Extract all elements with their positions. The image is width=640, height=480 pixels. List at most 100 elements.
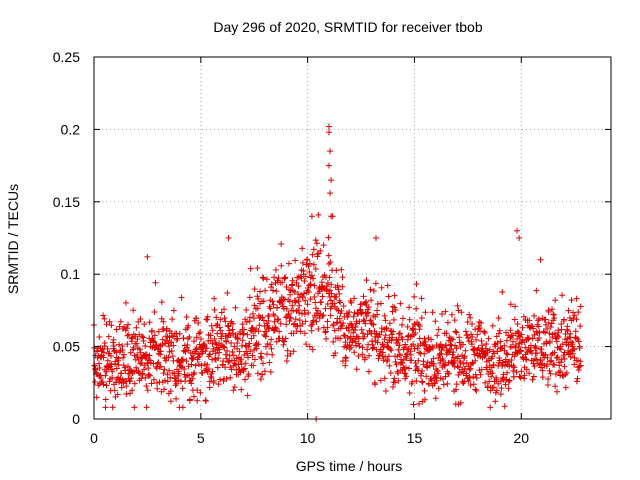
data-point	[489, 353, 496, 360]
data-point	[307, 296, 314, 303]
data-point	[113, 349, 120, 356]
data-point	[390, 328, 397, 335]
data-point	[419, 367, 426, 374]
data-point	[140, 338, 147, 345]
data-point	[572, 328, 579, 335]
data-point	[462, 347, 469, 354]
data-point	[179, 356, 186, 363]
data-point	[488, 373, 495, 380]
data-point	[97, 374, 104, 381]
data-point	[115, 355, 122, 362]
tick-labels: 0 5 10 15 20 0 0.05 0.1 0.15 0.2 0.25	[53, 49, 530, 446]
data-point	[529, 376, 536, 383]
data-point	[137, 316, 144, 323]
data-point	[203, 345, 210, 352]
data-point	[255, 341, 262, 348]
data-point	[383, 358, 390, 365]
data-point	[285, 260, 292, 267]
data-point	[517, 374, 524, 381]
data-point	[278, 240, 285, 247]
data-point	[430, 355, 437, 362]
data-point	[326, 274, 333, 281]
data-point	[389, 308, 396, 315]
data-point	[143, 404, 150, 411]
data-point	[274, 304, 281, 311]
data-point	[576, 363, 583, 370]
data-point	[421, 335, 428, 342]
data-point	[381, 312, 388, 319]
data-point	[569, 350, 576, 357]
data-point	[475, 345, 482, 352]
data-point	[324, 324, 331, 331]
data-point	[207, 337, 214, 344]
data-point	[173, 380, 180, 387]
data-point	[359, 344, 366, 351]
data-point	[238, 361, 245, 368]
data-point	[449, 336, 456, 343]
data-point	[165, 354, 172, 361]
data-point	[230, 387, 237, 394]
data-point	[258, 355, 265, 362]
data-point	[164, 371, 171, 378]
data-point	[315, 211, 322, 218]
data-point	[342, 362, 349, 369]
y-tick-label: 0.25	[53, 49, 80, 65]
data-point	[335, 286, 342, 293]
data-point	[406, 316, 413, 323]
data-point	[342, 339, 349, 346]
data-point	[209, 327, 216, 334]
data-point	[308, 327, 315, 334]
data-point	[429, 309, 436, 316]
data-point	[275, 316, 282, 323]
data-point	[507, 327, 514, 334]
data-point	[535, 317, 542, 324]
data-point	[501, 403, 508, 410]
data-point	[247, 265, 254, 272]
data-point	[211, 335, 218, 342]
data-point	[486, 378, 493, 385]
data-point	[167, 374, 174, 381]
data-point	[285, 311, 292, 318]
data-point	[293, 279, 300, 286]
data-point	[310, 261, 317, 268]
data-point	[314, 253, 321, 260]
data-point	[518, 368, 525, 375]
data-point	[368, 297, 375, 304]
data-point	[270, 301, 277, 308]
data-point	[246, 314, 253, 321]
data-point	[191, 369, 198, 376]
data-point	[544, 325, 551, 332]
data-point	[419, 379, 426, 386]
data-point	[553, 354, 560, 361]
data-point	[266, 325, 273, 332]
data-point	[238, 356, 245, 363]
data-point	[395, 346, 402, 353]
data-point	[259, 274, 266, 281]
data-point	[507, 301, 514, 308]
data-point	[128, 375, 135, 382]
y-tick-label: 0.2	[61, 121, 81, 137]
data-point	[391, 292, 398, 299]
data-point	[486, 346, 493, 353]
data-point	[449, 351, 456, 358]
data-point	[567, 330, 574, 337]
data-point	[327, 148, 334, 155]
data-point	[511, 364, 518, 371]
data-point	[478, 337, 485, 344]
data-point	[396, 352, 403, 359]
data-point	[207, 332, 214, 339]
data-point	[460, 360, 467, 367]
data-point	[330, 338, 337, 345]
data-point	[263, 351, 270, 358]
data-point	[138, 360, 145, 367]
data-point	[379, 349, 386, 356]
data-point	[124, 363, 131, 370]
data-point	[428, 336, 435, 343]
data-point	[116, 341, 123, 348]
data-point	[190, 371, 197, 378]
data-point	[269, 298, 276, 305]
data-point	[217, 316, 224, 323]
data-point	[531, 363, 538, 370]
data-point	[306, 260, 313, 267]
data-point	[295, 306, 302, 313]
